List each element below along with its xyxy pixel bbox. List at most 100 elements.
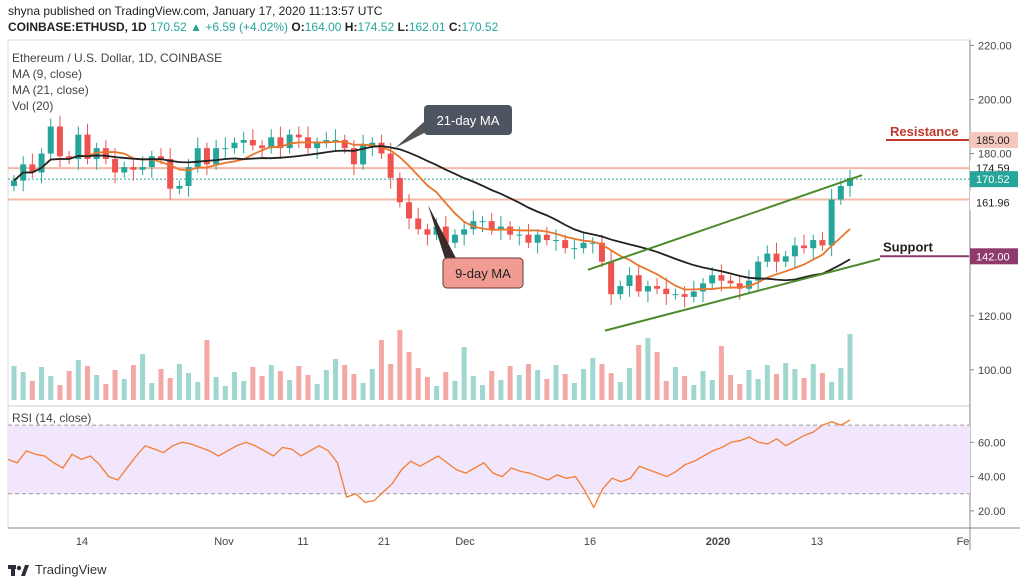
volume-bar xyxy=(305,375,311,400)
ma9-callout-pointer xyxy=(428,205,458,262)
candle-body xyxy=(84,134,91,159)
candle-body xyxy=(406,202,413,219)
candle-body xyxy=(782,256,789,262)
candle-body xyxy=(157,156,164,159)
candle-body xyxy=(736,283,743,289)
channel-upper-line xyxy=(587,174,863,271)
volume-bar xyxy=(268,365,274,400)
volume-bar xyxy=(764,365,770,400)
volume-bar xyxy=(213,377,219,400)
volume-bar xyxy=(140,354,146,400)
volume-bar xyxy=(829,382,835,400)
price-tag-label: 161.96 xyxy=(976,197,1010,209)
volume-bar xyxy=(167,378,173,400)
volume-bar xyxy=(571,383,577,400)
legend-title: Ethereum / U.S. Dollar, 1D, COINBASE xyxy=(12,51,223,65)
candle-body xyxy=(847,177,853,186)
candle-body xyxy=(718,275,725,281)
ma21-callout-label: 21-day MA xyxy=(437,113,500,128)
candle-body xyxy=(360,145,367,165)
volume-bar xyxy=(544,379,550,400)
price-tick-label: 200.00 xyxy=(978,94,1012,106)
rsi-line xyxy=(7,419,851,509)
volume-bar xyxy=(241,381,247,400)
volume-bar xyxy=(847,334,853,400)
candle-body xyxy=(663,288,670,295)
volume-bar xyxy=(774,374,780,400)
volume-bar xyxy=(728,375,734,400)
volume-bar xyxy=(682,376,688,400)
volume-bar xyxy=(672,367,678,400)
volume-bar xyxy=(424,377,430,400)
price-chart[interactable]: 220.00 200.00 180.00 120.00 100.00 60.00 40.00… xyxy=(0,0,1024,560)
time-tick-label: 13 xyxy=(811,536,823,548)
volume-bar xyxy=(250,367,256,400)
candle-body xyxy=(507,226,514,235)
volume-bar xyxy=(415,368,421,400)
volume-bar xyxy=(397,330,403,400)
volume-bar xyxy=(48,376,54,400)
candle-body xyxy=(314,142,321,149)
candle-body xyxy=(176,186,183,189)
candle-body xyxy=(415,218,422,230)
volume-bar xyxy=(819,373,825,400)
volume-bar xyxy=(287,380,293,400)
tradingview-brand[interactable]: TradingView xyxy=(8,562,107,577)
candle-body xyxy=(268,137,275,149)
volume-bar xyxy=(590,358,596,400)
candle-body xyxy=(369,142,376,146)
candle-body xyxy=(424,229,431,235)
candle-body xyxy=(819,240,826,246)
volume-bar xyxy=(342,365,348,400)
legend-ma9: MA (9, close) xyxy=(12,67,83,81)
candle-body xyxy=(461,229,468,235)
candle-body xyxy=(672,294,679,296)
time-tick-label: 14 xyxy=(76,536,88,548)
low-value: 162.01 xyxy=(408,20,446,34)
volume-bar xyxy=(378,340,384,400)
volume-bar xyxy=(516,375,522,400)
support-label: Support xyxy=(883,239,933,254)
volume-bar xyxy=(783,363,789,400)
candle-body xyxy=(350,148,357,165)
price-tick-label: 100.00 xyxy=(978,365,1012,377)
up-arrow-icon: ▲ xyxy=(190,20,202,34)
candle-body xyxy=(608,261,615,295)
candle-body xyxy=(66,156,73,159)
candle-body xyxy=(102,148,109,159)
candle-body xyxy=(700,283,707,292)
candle-body xyxy=(635,275,642,292)
volume-bar xyxy=(700,371,706,400)
volume-bar xyxy=(204,340,210,400)
volume-bar xyxy=(755,379,761,400)
volume-bar xyxy=(608,373,614,400)
rsi-tick-label: 60.00 xyxy=(978,437,1006,449)
high-value: 174.52 xyxy=(357,20,395,34)
volume-bar xyxy=(39,367,45,400)
volume-bar xyxy=(507,366,513,400)
candle-body xyxy=(690,291,697,297)
volume-bar xyxy=(810,364,816,400)
candle-body xyxy=(259,145,266,149)
candle-body xyxy=(562,240,569,249)
rsi-band xyxy=(8,425,970,494)
volume-bar xyxy=(20,372,26,400)
volume-bar xyxy=(792,369,798,400)
volume-bar xyxy=(11,366,17,400)
volume-bar xyxy=(581,369,587,400)
ma21-callout-pointer xyxy=(395,120,426,148)
volume-bar xyxy=(259,376,265,400)
volume-bar xyxy=(176,364,182,400)
price-tag-label: 185.00 xyxy=(976,135,1010,147)
volume-bar xyxy=(709,380,715,400)
volume-bar xyxy=(130,365,136,400)
volume-bar xyxy=(333,359,339,400)
candle-body xyxy=(451,234,458,243)
rsi-legend: RSI (14, close) xyxy=(12,411,92,425)
volume-bar xyxy=(360,383,366,400)
volume-bar xyxy=(29,381,35,400)
close-value: 170.52 xyxy=(461,20,499,34)
rsi-tick-label: 40.00 xyxy=(978,472,1006,484)
volume-bar xyxy=(406,352,412,400)
candle-body xyxy=(194,148,201,168)
